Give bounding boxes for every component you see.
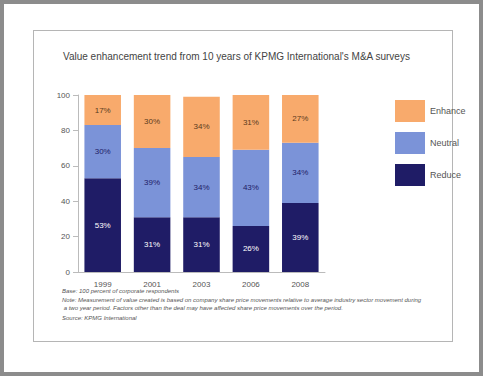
svg-text:17%: 17%	[95, 106, 111, 115]
svg-text:20: 20	[61, 232, 70, 241]
svg-text:31%: 31%	[243, 118, 259, 127]
svg-text:Source: KPMG International: Source: KPMG International	[62, 315, 137, 321]
svg-text:1999: 1999	[94, 280, 112, 289]
svg-text:26%: 26%	[243, 244, 259, 253]
svg-text:34%: 34%	[292, 168, 308, 177]
svg-text:2006: 2006	[242, 280, 260, 289]
svg-text:Neutral: Neutral	[430, 138, 459, 148]
svg-text:Reduce: Reduce	[430, 170, 461, 180]
svg-text:40: 40	[61, 197, 70, 206]
svg-text:30%: 30%	[95, 147, 111, 156]
svg-text:53%: 53%	[95, 221, 111, 230]
svg-text:34%: 34%	[193, 183, 209, 192]
svg-text:34%: 34%	[193, 122, 209, 131]
svg-text:0: 0	[66, 268, 71, 277]
svg-text:a two year period. Factors oth: a two year period. Factors other than th…	[62, 305, 343, 311]
svg-text:2001: 2001	[143, 280, 161, 289]
svg-text:43%: 43%	[243, 183, 259, 192]
svg-text:2003: 2003	[193, 280, 211, 289]
svg-text:39%: 39%	[144, 178, 160, 187]
svg-text:2008: 2008	[291, 280, 309, 289]
svg-text:31%: 31%	[144, 240, 160, 249]
svg-text:Value enhancement trend from 1: Value enhancement trend from 10 years of…	[63, 51, 410, 62]
svg-text:31%: 31%	[193, 240, 209, 249]
svg-text:30%: 30%	[144, 117, 160, 126]
svg-text:Enhance: Enhance	[430, 106, 466, 116]
svg-text:100: 100	[57, 91, 71, 100]
svg-text:80: 80	[61, 126, 70, 135]
svg-text:60: 60	[61, 161, 70, 170]
svg-text:Note: Measurement of value cre: Note: Measurement of value created is ba…	[62, 297, 422, 303]
svg-text:27%: 27%	[292, 114, 308, 123]
svg-text:Base: 100 percent of corporate: Base: 100 percent of corporate responden…	[62, 288, 179, 294]
svg-text:39%: 39%	[292, 233, 308, 242]
